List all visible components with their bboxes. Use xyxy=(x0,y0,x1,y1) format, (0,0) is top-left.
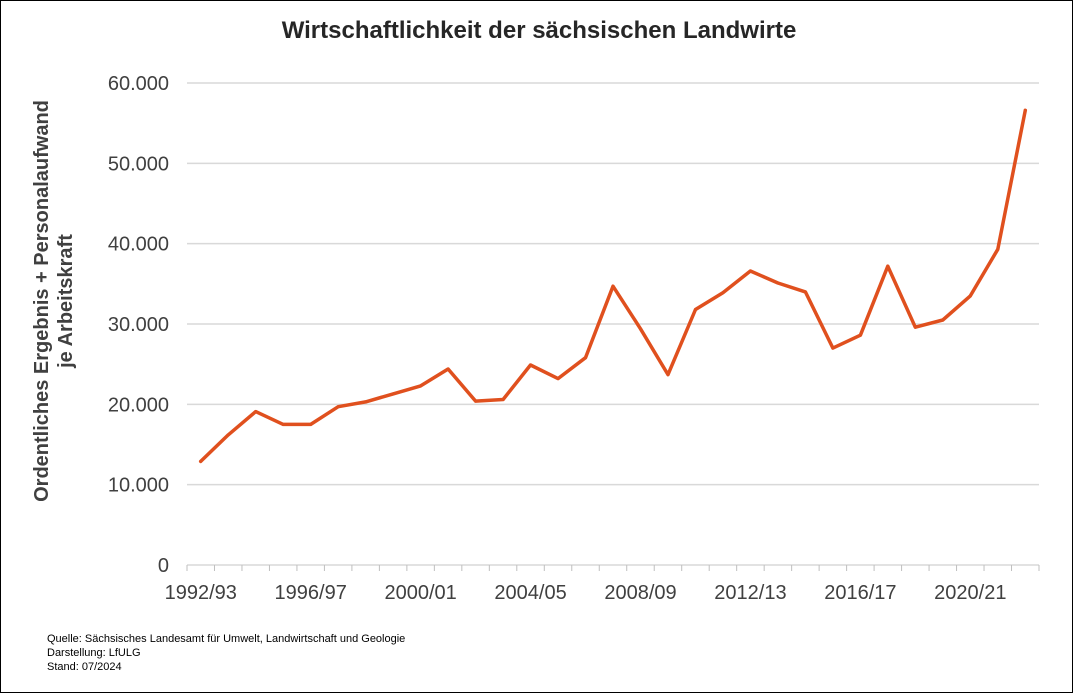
data-point xyxy=(446,367,450,371)
data-point xyxy=(474,399,478,403)
data-point xyxy=(419,384,423,388)
data-point xyxy=(913,325,917,329)
x-tick-label: 1996/97 xyxy=(275,582,347,604)
source-darstellung: Darstellung: LfULG xyxy=(47,647,141,659)
x-tick-label: 2020/21 xyxy=(934,582,1006,604)
y-tick-label: 30.000 xyxy=(108,314,169,336)
source-notes: Quelle: Sächsisches Landesamt für Umwelt… xyxy=(47,632,405,674)
y-axis-label: Ordentliches Ergebnis + Personalaufwand … xyxy=(31,100,77,502)
data-point xyxy=(693,308,697,312)
x-tick-label: 1992/93 xyxy=(165,582,237,604)
data-point xyxy=(858,333,862,337)
data-point xyxy=(611,284,615,288)
data-point xyxy=(776,281,780,285)
x-tick-label: 2012/13 xyxy=(714,582,786,604)
data-point xyxy=(721,291,725,295)
data-point xyxy=(748,269,752,273)
data-point xyxy=(666,373,670,377)
data-point xyxy=(996,247,1000,251)
data-point xyxy=(254,410,258,414)
y-axis-label-line-1: Ordentliches Ergebnis + Personalaufwand xyxy=(31,100,53,502)
data-point xyxy=(529,363,533,367)
gridlines xyxy=(187,82,1039,486)
x-tick-label: 2016/17 xyxy=(824,582,896,604)
data-point xyxy=(281,422,285,426)
data-point xyxy=(309,422,313,426)
y-tick-labels: 0 10.000 20.000 30.000 40.000 50.000 60.000 xyxy=(108,73,169,577)
data-point xyxy=(391,392,395,396)
data-point xyxy=(831,346,835,350)
y-tick-label: 0 xyxy=(158,555,169,577)
data-point xyxy=(941,318,945,322)
data-point xyxy=(638,327,642,331)
source-quelle: Quelle: Sächsisches Landesamt für Umwelt… xyxy=(47,633,406,645)
y-tick-label: 50.000 xyxy=(108,153,169,175)
data-point xyxy=(1023,108,1027,112)
data-point xyxy=(886,264,890,268)
source-stand: Stand: 07/2024 xyxy=(47,661,122,673)
data-point xyxy=(556,377,560,381)
data-point xyxy=(336,405,340,409)
x-axis: 1992/93 1996/97 2000/01 2004/05 2008/09 2012/… xyxy=(165,564,1040,604)
data-point xyxy=(968,294,972,298)
y-axis-label-line-2: je Arbeitskraft xyxy=(55,234,77,369)
series-layer xyxy=(198,108,1028,464)
data-point xyxy=(199,459,203,463)
x-tick-label: 2004/05 xyxy=(494,582,566,604)
y-tick-label: 20.000 xyxy=(108,394,169,416)
data-point xyxy=(501,398,505,402)
y-tick-label: 60.000 xyxy=(108,73,169,95)
data-point xyxy=(803,290,807,294)
y-tick-label: 10.000 xyxy=(108,475,169,497)
chart-title: Wirtschaftlichkeit der sächsischen Landw… xyxy=(282,17,797,44)
y-tick-label: 40.000 xyxy=(108,234,169,256)
data-point xyxy=(364,400,368,404)
data-point xyxy=(584,356,588,360)
x-tick-label: 2000/01 xyxy=(384,582,456,604)
data-point xyxy=(226,433,230,437)
x-tick-label: 2008/09 xyxy=(604,582,676,604)
